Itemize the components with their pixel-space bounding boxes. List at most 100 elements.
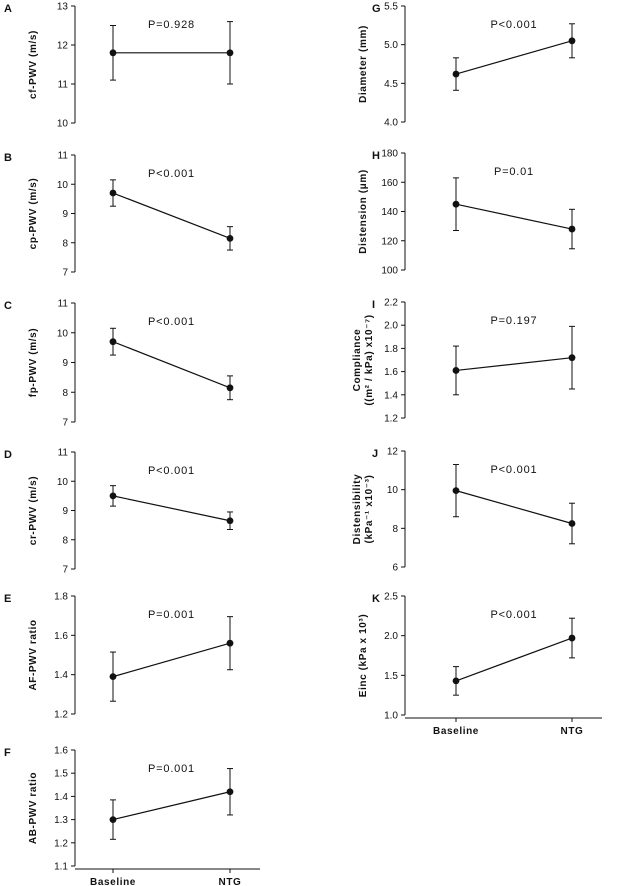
p-value-label: P<0.001 <box>148 465 195 477</box>
y-tick-label: 12 <box>57 41 69 52</box>
data-point-baseline <box>109 816 117 823</box>
data-point-baseline <box>109 338 117 346</box>
panel-g: G 4.0 4.5 5.0 5.5 Diameter (mm) P<0.001 <box>358 2 576 129</box>
y-axis-label: Compliance <box>352 329 363 392</box>
panel-letter: F <box>4 747 11 759</box>
series-line <box>112 192 231 239</box>
p-value-label: P<0.001 <box>148 168 195 180</box>
panel-i: I 1.2 1.4 1.6 1.8 2.0 2.2 Compliance ((m² / kPa)… <box>352 298 576 425</box>
y-tick-label: 1.8 <box>54 592 68 603</box>
y-tick-label: 12 <box>387 447 399 458</box>
x-tick-label: NTG <box>219 877 242 886</box>
y-tick-label: 9 <box>62 506 68 517</box>
y-tick-label: 8 <box>62 535 68 546</box>
panel-letter: D <box>4 449 12 461</box>
y-tick-label: 1.5 <box>54 769 68 780</box>
y-tick-label: 10 <box>57 119 69 130</box>
series-line <box>112 495 231 522</box>
series-line <box>112 341 231 389</box>
y-tick-label: 140 <box>381 207 398 218</box>
data-point-baseline <box>109 189 117 197</box>
y-axis-label: AF-PWV ratio <box>28 619 39 690</box>
panel-letter: K <box>372 593 380 605</box>
data-point-baseline <box>452 367 460 374</box>
y-tick-label: 1.2 <box>54 710 68 721</box>
panel-letter: I <box>372 299 375 311</box>
panel-letter: C <box>4 300 12 312</box>
y-axis-label: Einc (kPa x 10³) <box>358 614 369 698</box>
y-tick-label: 9 <box>62 209 68 220</box>
p-value-label: P=0.928 <box>148 19 195 31</box>
y-tick-label: 8 <box>392 524 398 535</box>
data-point-ntg <box>226 639 234 647</box>
x-tick-label: Baseline <box>90 877 136 886</box>
series-line <box>455 637 573 682</box>
data-point-baseline <box>452 677 460 685</box>
y-tick-label: 120 <box>381 236 398 247</box>
panel-h: H 100 120 140 160 180 Distension (μm) P=0.01 <box>358 149 576 277</box>
panel-b: B 7 8 9 10 11 cp-PWV (m/s) P<0.001 <box>4 151 234 279</box>
y-axis-label: Distension (μm) <box>358 169 369 254</box>
panel-letter: E <box>4 593 11 605</box>
data-point-baseline <box>452 200 460 208</box>
panel-letter: B <box>4 152 12 164</box>
p-value-label: P=0.001 <box>148 609 195 621</box>
y-tick-label: 4.5 <box>384 79 398 90</box>
y-tick-label: 1.8 <box>384 344 398 355</box>
data-point-ntg <box>568 520 576 527</box>
panel-k: K 1.0 1.5 2.0 2.5 Einc (kPa x 10³) P<0.001 Base… <box>358 592 602 737</box>
data-point-baseline <box>452 487 460 495</box>
y-tick-label: 1.1 <box>54 862 68 873</box>
y-tick-label: 1.3 <box>54 815 68 826</box>
y-axis-label: Distensibility <box>352 474 363 545</box>
y-tick-label: 8 <box>62 238 68 249</box>
y-axis-label: cf-PWV (m/s) <box>28 30 39 99</box>
y-tick-label: 7 <box>62 268 68 279</box>
y-tick-label: 10 <box>57 328 69 339</box>
p-value-label: P<0.001 <box>148 316 195 328</box>
data-point-ntg <box>226 384 234 392</box>
y-tick-label: 11 <box>58 151 69 162</box>
y-tick-label: 5.5 <box>384 2 398 13</box>
y-tick-label: 100 <box>381 266 398 277</box>
panel-e: E 1.2 1.4 1.6 1.8 AF-PWV ratio P=0.001 <box>4 592 234 721</box>
data-point-ntg <box>226 49 234 57</box>
data-point-ntg <box>226 517 234 525</box>
y-tick-label: 1.4 <box>54 670 68 681</box>
panel-j: J 6 8 10 12 Distensibility (kPa⁻¹ x10⁻³) P<0.00… <box>352 447 576 574</box>
y-axis-label: Diameter (mm) <box>358 25 369 103</box>
y-tick-label: 7 <box>62 565 68 576</box>
data-point-baseline <box>452 70 460 78</box>
y-axis-label: AB-PWV ratio <box>28 772 39 844</box>
p-value-label: P<0.001 <box>491 609 538 621</box>
y-tick-label: 4.0 <box>384 118 398 129</box>
panel-d: D 7 8 9 10 11 cr-PWV (m/s) P<0.001 <box>4 448 234 576</box>
p-value-label: P=0.197 <box>491 315 538 327</box>
y-axis-label: (kPa⁻¹ x10⁻³) <box>364 475 375 544</box>
y-tick-label: 10 <box>387 485 399 496</box>
y-axis-label: ((m² / kPa) x10⁻⁷) <box>364 314 375 405</box>
y-axis-label: fp-PWV (m/s) <box>28 328 39 397</box>
y-tick-label: 1.2 <box>54 838 68 849</box>
y-tick-label: 1.6 <box>54 631 68 642</box>
y-tick-label: 8 <box>62 388 68 399</box>
y-tick-label: 13 <box>57 2 69 13</box>
p-value-label: P=0.01 <box>494 166 534 178</box>
y-tick-label: 1.4 <box>54 792 68 803</box>
panel-f: F 1.1 1.2 1.3 1.4 1.5 1.6 AB-PWV ratio P=0.001 Ba… <box>4 746 260 886</box>
y-tick-label: 1.4 <box>384 390 398 401</box>
y-tick-label: 2.2 <box>384 298 398 309</box>
data-point-ntg <box>568 225 576 233</box>
panel-letter: G <box>372 3 381 15</box>
panel-letter: A <box>4 3 12 15</box>
series-line <box>455 490 573 525</box>
data-point-ntg <box>568 354 576 362</box>
data-point-baseline <box>109 49 117 57</box>
y-tick-label: 11 <box>58 299 69 310</box>
y-tick-label: 7 <box>62 418 68 429</box>
p-value-label: P=0.001 <box>148 763 195 775</box>
y-tick-label: 10 <box>57 180 69 191</box>
panel-letter: H <box>372 150 380 162</box>
y-tick-label: 10 <box>57 477 69 488</box>
